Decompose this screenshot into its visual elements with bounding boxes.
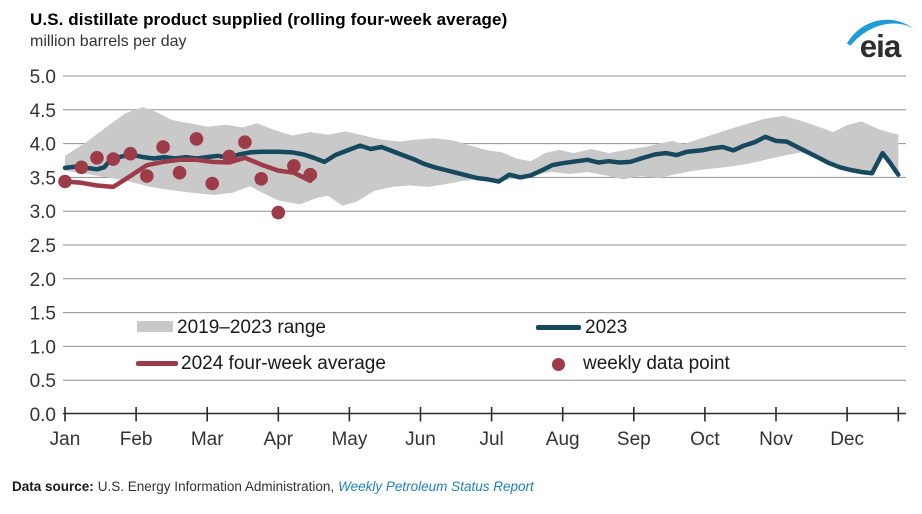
weekly-data-point	[90, 151, 104, 165]
line-2024-four-week-average	[62, 155, 313, 190]
page-title: U.S. distillate product supplied (rollin…	[30, 10, 508, 29]
weekly-data-point	[140, 169, 154, 183]
x-tick-label: Apr	[264, 429, 294, 450]
data-source-label: Data source:	[12, 479, 94, 494]
x-tick-label: May	[331, 429, 367, 450]
line-series-2024	[62, 155, 313, 190]
eia-logo: eia	[846, 19, 914, 64]
weekly-data-point	[189, 132, 204, 146]
data-source-organization: U.S. Energy Information Administration,	[97, 479, 335, 494]
x-tick-label: Jun	[405, 429, 436, 450]
legend-weekly-dot-label: weekly data point	[583, 353, 730, 374]
legend-2023-line-swatch	[536, 325, 581, 330]
x-axis: Jan Feb Mar Apr May Jun Jul Aug Sep Oct Nov Dec	[50, 407, 906, 450]
weekly-data-point	[172, 165, 187, 180]
weekly-data-point	[156, 140, 170, 154]
y-axis-labels: 0.0 0.5 1.0 1.5 2.0 2.5 3.0 3.5 4.0 4.5 5.0	[30, 67, 56, 426]
y-tick-label: 5.0	[30, 67, 56, 88]
chart-unit-subtitle: million barrels per day	[30, 33, 187, 50]
data-source-note: Data source: U.S. Energy Information Admi…	[12, 479, 534, 494]
x-tick-label: Oct	[690, 429, 720, 450]
weekly-data-point	[238, 135, 252, 149]
weekly-petroleum-status-report-link[interactable]: Weekly Petroleum Status Report	[338, 479, 534, 494]
x-tick-label: Mar	[191, 429, 224, 450]
legend-range-swatch	[137, 321, 173, 332]
weekly-data-point	[303, 167, 318, 182]
y-tick-label: 2.0	[30, 270, 56, 291]
x-tick-label: Jan	[50, 429, 81, 450]
y-tick-label: 1.0	[30, 337, 56, 358]
y-tick-label: 0.5	[30, 371, 56, 392]
y-tick-label: 1.5	[30, 304, 56, 325]
weekly-data-point	[205, 176, 219, 191]
weekly-data-point	[58, 174, 72, 189]
weekly-data-point	[222, 149, 236, 164]
weekly-data-point	[106, 152, 121, 166]
weekly-data-point	[287, 159, 301, 173]
eia-logo-text: eia	[860, 29, 902, 64]
weekly-data-point	[74, 160, 89, 175]
x-tick-label: Jul	[479, 429, 503, 450]
legend-2024-label: 2024 four-week average	[181, 353, 386, 374]
y-tick-label: 4.5	[30, 101, 56, 122]
x-tick-label: Sep	[617, 429, 651, 450]
weekly-data-points	[58, 132, 318, 220]
y-tick-label: 4.0	[30, 135, 56, 156]
x-tick-label: Aug	[546, 429, 580, 450]
x-tick-label: Nov	[759, 429, 793, 450]
legend-range-label: 2019–2023 range	[177, 317, 326, 338]
legend-2023-label: 2023	[585, 317, 628, 338]
range-band-2019-2023	[65, 107, 899, 206]
y-tick-label: 3.5	[30, 168, 56, 189]
y-tick-label: 3.0	[30, 202, 56, 223]
weekly-data-point	[254, 172, 268, 186]
range-band-polygon	[65, 107, 899, 206]
legend-weekly-dot-swatch	[552, 358, 565, 371]
eia-logo-swoosh-icon	[846, 19, 914, 46]
x-tick-label: Dec	[830, 429, 864, 450]
y-tick-label: 2.5	[30, 236, 56, 257]
y-tick-label: 0.0	[30, 405, 56, 426]
weekly-data-point	[123, 146, 138, 161]
weekly-data-point	[271, 205, 286, 220]
x-tick-label: Feb	[120, 429, 153, 450]
legend-2024-line-swatch	[136, 361, 178, 366]
